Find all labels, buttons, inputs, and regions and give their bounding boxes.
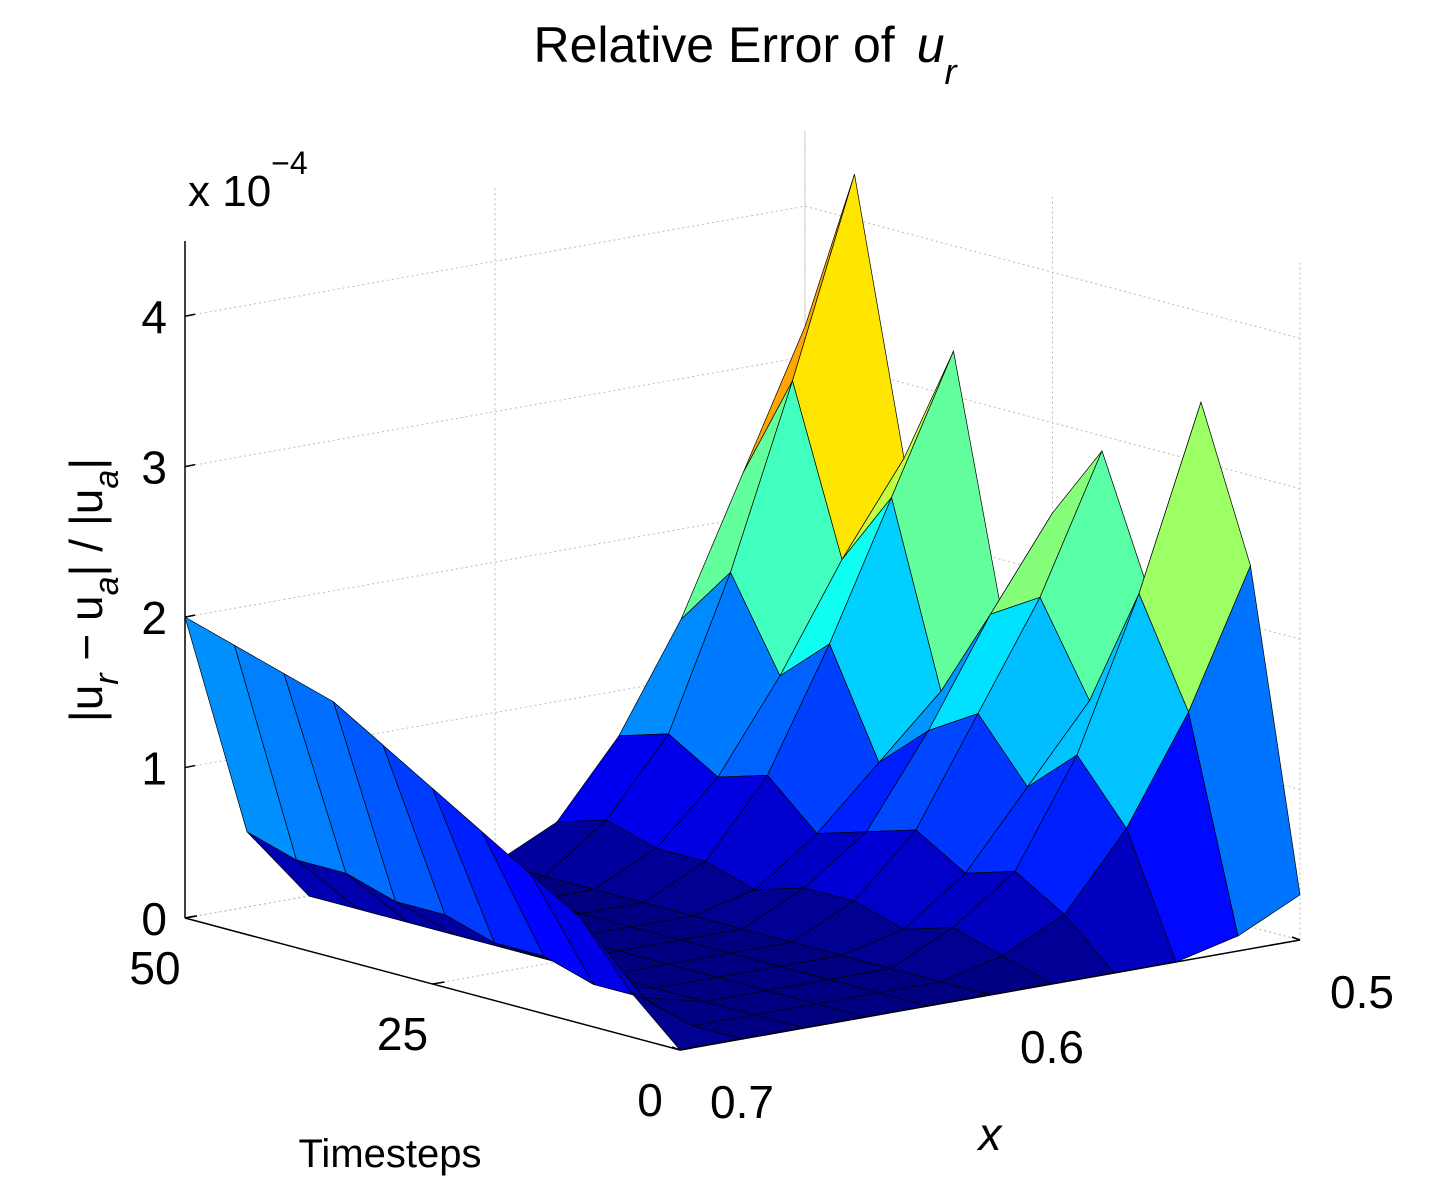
t-tick bbox=[184, 915, 198, 919]
z-tick bbox=[184, 614, 196, 618]
z-axis-label-part: |u bbox=[60, 685, 112, 723]
x-tick bbox=[671, 1046, 681, 1051]
x-tick-label: 0.6 bbox=[1020, 1021, 1084, 1073]
x-tick-label: 0.7 bbox=[710, 1076, 774, 1128]
z-tick-label: 1 bbox=[141, 743, 167, 795]
z-axis-label-part: − u bbox=[60, 595, 112, 673]
grid-line bbox=[184, 205, 1301, 339]
t-tick-label: 25 bbox=[377, 1008, 428, 1060]
t-tick bbox=[679, 1047, 693, 1051]
z-axis-label-part: r bbox=[88, 672, 126, 685]
z-tick-label: 2 bbox=[141, 592, 167, 644]
grid-line bbox=[184, 356, 1301, 490]
t-tick-label: 50 bbox=[129, 942, 180, 994]
z-axis-label: |ur − ua| / |ua| bbox=[60, 458, 126, 723]
multiplier: x 10−4 bbox=[188, 145, 308, 216]
z-tick-label: 0 bbox=[141, 893, 167, 945]
grid-line bbox=[679, 263, 1301, 1051]
t-tick bbox=[432, 981, 445, 985]
z-tick bbox=[184, 764, 196, 769]
t-tick-label: 0 bbox=[637, 1074, 663, 1126]
z-axis-label-part: a bbox=[88, 470, 126, 489]
z-tick bbox=[184, 313, 196, 317]
x-tick bbox=[1291, 936, 1301, 941]
z-axis-label-part: a bbox=[88, 576, 126, 595]
z-tick-label: 4 bbox=[141, 291, 167, 343]
chart-title: Relative Error of ur bbox=[533, 17, 958, 92]
grid-line bbox=[432, 197, 1053, 985]
z-axis-label-part: | / |u bbox=[60, 489, 112, 577]
x-axis-label: x bbox=[977, 1108, 1004, 1160]
z-axis-label-part: | bbox=[60, 458, 112, 470]
z-tick-label: 3 bbox=[141, 442, 167, 494]
x-tick bbox=[981, 991, 991, 996]
z-tick bbox=[184, 463, 196, 468]
t-axis-label: Timesteps bbox=[298, 1132, 481, 1176]
x-tick-label: 0.5 bbox=[1330, 966, 1394, 1018]
